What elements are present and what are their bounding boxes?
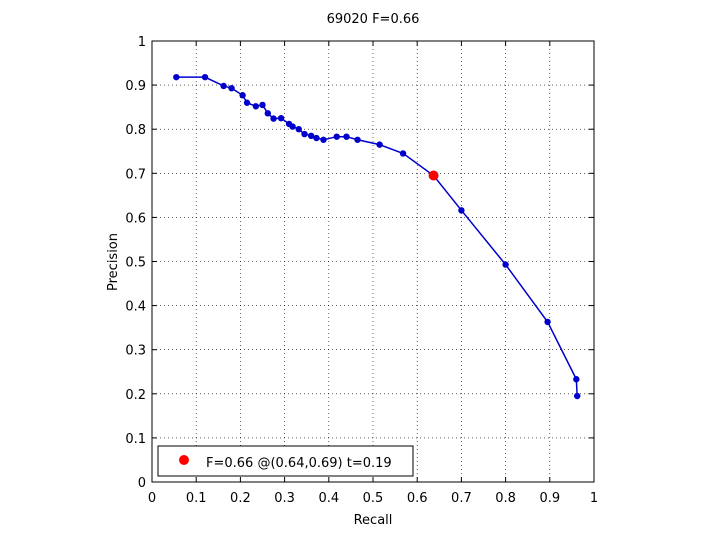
x-tick-label: 0.4 bbox=[318, 491, 339, 506]
data-point bbox=[376, 141, 383, 148]
x-tick-label: 0.3 bbox=[274, 491, 295, 506]
x-tick-label: 0.2 bbox=[230, 491, 251, 506]
data-point bbox=[574, 392, 581, 400]
data-point bbox=[220, 82, 227, 90]
y-tick-label: 0.4 bbox=[125, 300, 146, 315]
x-tick-label: 1 bbox=[590, 491, 598, 506]
y-tick-label: 0.5 bbox=[125, 256, 146, 271]
data-point bbox=[343, 133, 350, 140]
data-point bbox=[239, 92, 246, 99]
data-point bbox=[173, 73, 180, 81]
data-point bbox=[573, 376, 580, 383]
x-tick-label: 0.6 bbox=[407, 491, 428, 506]
data-point bbox=[270, 115, 277, 122]
y-axis-label: Precision bbox=[106, 233, 121, 291]
y-tick-label: 0.6 bbox=[125, 211, 146, 226]
data-point bbox=[307, 132, 315, 140]
precision-recall-points bbox=[173, 73, 581, 400]
x-tick-label: 0.5 bbox=[363, 491, 384, 506]
x-tick-labels: 0 0.1 0.2 0.3 0.4 0.5 0.6 0.7 0.8 0.9 1 bbox=[148, 491, 598, 506]
data-point bbox=[201, 73, 209, 81]
y-tick-labels: 0 0.1 0.2 0.3 0.4 0.5 0.6 0.7 0.8 0.9 1 bbox=[125, 35, 146, 491]
data-point bbox=[399, 150, 407, 157]
chart-title: 69020 F=0.66 bbox=[327, 12, 420, 27]
data-point bbox=[301, 130, 308, 138]
y-tick-label: 1 bbox=[138, 35, 146, 50]
data-point bbox=[502, 261, 509, 268]
legend-label: F=0.66 @(0.64,0.69) t=0.19 bbox=[206, 456, 392, 471]
y-tick-label: 0.8 bbox=[125, 123, 146, 138]
data-point bbox=[259, 101, 266, 109]
y-tick-label: 0.7 bbox=[125, 167, 146, 182]
y-tick-label: 0.3 bbox=[125, 344, 146, 359]
x-tick-label: 0 bbox=[148, 491, 156, 506]
data-point bbox=[354, 136, 361, 143]
x-tick-label: 0.1 bbox=[186, 491, 207, 506]
data-point bbox=[313, 134, 320, 142]
data-point bbox=[228, 84, 235, 92]
data-point bbox=[243, 99, 251, 106]
legend: F=0.66 @(0.64,0.69) t=0.19 bbox=[157, 445, 414, 477]
plot-frame bbox=[151, 40, 595, 483]
y-tick-label: 0.2 bbox=[125, 388, 146, 403]
data-point bbox=[264, 110, 272, 117]
y-tick-label: 0.9 bbox=[125, 79, 146, 94]
x-tick-label: 0.9 bbox=[539, 491, 560, 506]
x-tick-label: 0.7 bbox=[451, 491, 472, 506]
y-tick-label: 0.1 bbox=[125, 432, 146, 447]
x-tick-label: 0.8 bbox=[495, 491, 516, 506]
data-point bbox=[333, 133, 340, 140]
data-point bbox=[252, 103, 260, 110]
data-point bbox=[458, 207, 465, 214]
legend-marker bbox=[179, 455, 189, 465]
data-point bbox=[544, 318, 551, 326]
data-point bbox=[277, 114, 285, 122]
y-tick-label: 0 bbox=[138, 476, 146, 491]
data-point bbox=[295, 126, 302, 133]
legend-box bbox=[157, 445, 414, 477]
best-f-point bbox=[428, 170, 439, 181]
data-point bbox=[289, 123, 296, 130]
data-point bbox=[320, 136, 327, 143]
x-axis-label: Recall bbox=[354, 513, 393, 528]
